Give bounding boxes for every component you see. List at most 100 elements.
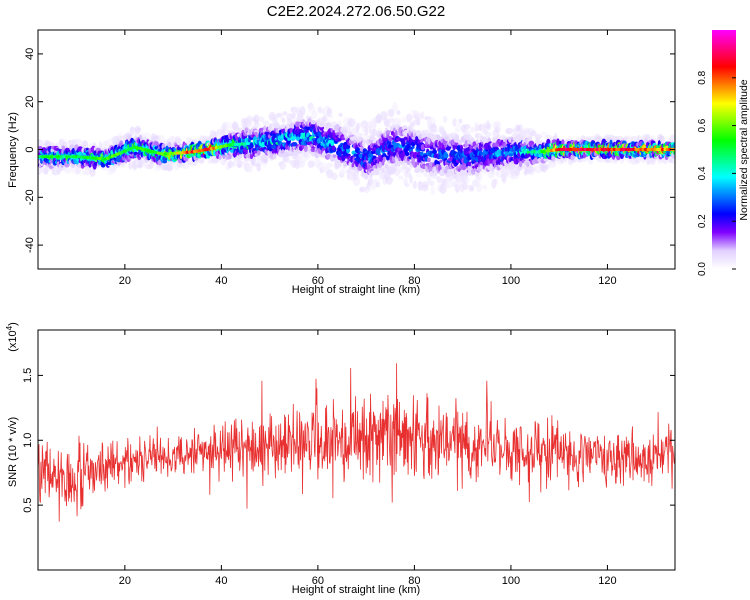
spectrogram-x-ticks: 20 40 60 80 100 120 [119, 30, 617, 287]
spectrogram-cell [504, 147, 508, 152]
spectrogram-cell [398, 160, 404, 165]
spectrogram-cell [477, 155, 482, 160]
spectrogram-cell [153, 141, 159, 146]
spectrogram-cell [253, 119, 260, 130]
spectrogram-cell [502, 174, 507, 185]
spectrogram-cell [352, 176, 361, 187]
spectrogram-cell [447, 169, 452, 173]
spectrogram-cell [387, 108, 395, 118]
spectrogram-cell [421, 181, 429, 188]
spectrogram-cell [355, 123, 360, 133]
spectrogram-cell [338, 112, 343, 117]
spectrogram-cell [299, 106, 306, 116]
spectrogram-cell [284, 151, 289, 158]
spectrogram-cell [298, 114, 304, 122]
spectrogram-cell [320, 123, 326, 127]
spectrogram-cell [410, 128, 414, 132]
spectrogram-cell [380, 110, 388, 121]
spectrogram-cell [430, 186, 435, 196]
x-tick-label: 100 [502, 275, 520, 287]
spectrogram-cell [499, 164, 503, 169]
spectrogram-cell [334, 123, 340, 132]
spectrogram-cell [289, 122, 296, 129]
x-tick-label: 120 [598, 275, 616, 287]
spectrogram-cell [405, 113, 413, 123]
spectrogram-cell [551, 155, 556, 162]
spectrogram-cell [496, 126, 502, 131]
spectrogram-cell [482, 184, 488, 190]
spectrogram-cell [345, 144, 351, 150]
spectrogram-cell [364, 125, 369, 136]
spectrogram-cell [272, 153, 277, 160]
spectrogram-cell [342, 128, 347, 136]
spectrogram-cell [494, 178, 498, 186]
spectrogram-cell [98, 160, 101, 166]
spectrogram-cell [326, 163, 334, 168]
spectrogram-cell [411, 145, 415, 149]
spectrogram-cell [367, 124, 372, 130]
spectrogram-cell [136, 127, 142, 132]
spectrogram-cell [247, 163, 253, 173]
spectrogram-cell [401, 116, 407, 123]
spectrogram-cell [329, 113, 334, 120]
spectrogram-cell [404, 151, 410, 157]
spectrogram-cell [484, 131, 492, 137]
figure-title: C2E2.2024.272.06.50.G22 [267, 3, 445, 20]
spectrogram-cell [281, 117, 286, 124]
spectrogram-cell [388, 135, 393, 142]
spectrogram-cell [394, 130, 398, 136]
spectrogram-cell [504, 163, 511, 167]
spectrogram-cell [165, 164, 173, 172]
spectrogram-cell [404, 182, 410, 188]
spectrogram-cell [386, 155, 390, 161]
spectrogram-cell [476, 183, 482, 193]
spectrogram-cell [390, 117, 396, 125]
spectrogram-cell [429, 180, 435, 187]
spectrogram-cell [534, 133, 542, 140]
spectrogram-cell [221, 123, 227, 133]
spectrogram-cell [232, 159, 238, 167]
spectrogram-cell [249, 142, 254, 149]
spectrogram-cell [382, 153, 387, 157]
spectrogram-cell [341, 154, 346, 162]
spectrogram-cell [545, 163, 550, 170]
spectrogram-cell [274, 123, 280, 130]
spectrogram-cell [416, 172, 422, 178]
spectrogram-cell [239, 153, 243, 159]
spectrogram-cell [430, 123, 437, 129]
spectrogram-cell [503, 143, 507, 148]
spectrogram-cell [279, 160, 286, 170]
spectrogram-cell [331, 145, 336, 151]
spectrogram-cell [455, 123, 462, 133]
spectrogram-cell [375, 148, 381, 155]
spectrogram-cell [287, 137, 291, 141]
spectrogram-cell [440, 146, 447, 151]
spectrogram-cell [530, 130, 537, 137]
spectrogram-cell [506, 127, 514, 135]
spectrogram-cell [420, 144, 426, 151]
spectrogram-cell [463, 124, 471, 130]
spectrogram-cell [528, 136, 533, 142]
spectrogram-cell [303, 145, 308, 152]
spectrogram-cell [314, 151, 320, 159]
spectrogram-cell [469, 145, 473, 150]
spectrogram-cell [411, 142, 416, 147]
spectrogram-heatmap [38, 102, 675, 196]
spectrogram-cell [561, 139, 565, 146]
spectrogram-cell [414, 161, 418, 169]
spectrogram-cell [452, 144, 456, 151]
spectrogram-cell [406, 167, 412, 172]
spectrogram-cell [397, 166, 405, 173]
spectrogram-cell [387, 165, 391, 171]
spectrogram-cell [486, 122, 492, 131]
spectrogram-cell [412, 180, 417, 190]
spectrogram-cell [310, 150, 316, 157]
spectrogram-cell [475, 139, 479, 145]
spectrogram-cell [69, 166, 76, 172]
spectrogram-cell [494, 121, 502, 129]
spectrogram-cell [432, 149, 437, 155]
spectrogram-cell [291, 136, 297, 140]
spectrogram-cell [82, 140, 89, 148]
spectrogram-cell [429, 171, 434, 177]
